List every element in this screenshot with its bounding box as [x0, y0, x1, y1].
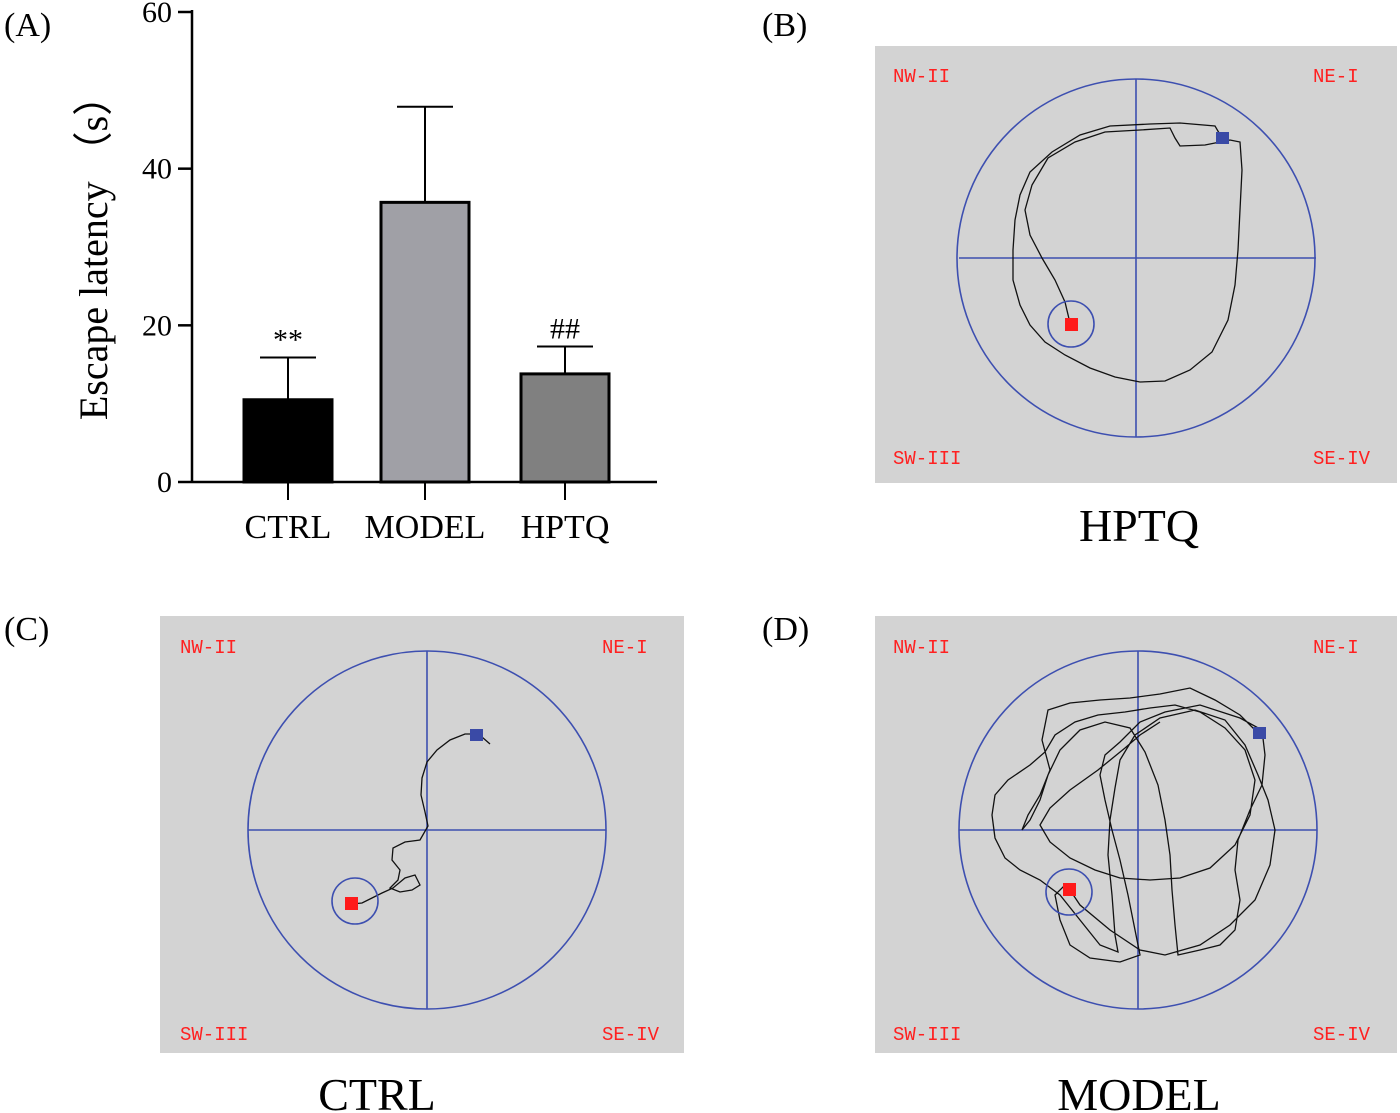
swim-path — [991, 687, 1276, 963]
x-tick-label-model: MODEL — [365, 509, 486, 546]
y-tick-label: 60 — [142, 0, 172, 29]
quadrant-se-label: SE-IV — [1313, 448, 1371, 470]
start-marker — [1216, 132, 1229, 144]
platform-circle — [331, 877, 379, 925]
swim-path — [351, 733, 491, 905]
bar-ctrl — [242, 398, 334, 484]
caption-model: MODEL — [1057, 1069, 1221, 1113]
panel-a-letter: (A) — [4, 7, 51, 44]
start-marker — [470, 729, 483, 741]
panel-b-letter: (B) — [762, 7, 807, 44]
platform-marker — [345, 897, 358, 910]
arena-model: NW-II NE-I SW-III SE-IV — [875, 616, 1397, 1053]
quadrant-ne-label: NE-I — [1313, 66, 1359, 88]
quadrant-se-label: SE-IV — [1313, 1024, 1371, 1046]
panel-c-letter: (C) — [4, 611, 49, 648]
bar-chart: Escape latency （s） ** ## CTRL MODEL HPTQ 0 20… — [71, 0, 657, 546]
quadrant-ne-label: NE-I — [602, 637, 648, 659]
quadrant-nw-label: NW-II — [180, 637, 237, 659]
y-axis-label: Escape latency （s） — [71, 76, 116, 420]
y-tick-label: 20 — [142, 309, 172, 342]
quadrant-sw-label: SW-III — [180, 1024, 248, 1046]
y-tick-label: 40 — [142, 153, 172, 186]
quadrant-se-label: SE-IV — [602, 1024, 660, 1046]
significance-ctrl: ** — [273, 323, 303, 356]
platform-marker — [1065, 318, 1078, 331]
y-tick-label: 0 — [157, 466, 172, 499]
platform-circle — [1045, 868, 1093, 916]
swim-path — [1012, 122, 1243, 383]
x-tick-label-hptq: HPTQ — [521, 509, 610, 546]
platform-marker — [1063, 883, 1076, 896]
bar-model — [379, 200, 471, 484]
x-tick-label-ctrl: CTRL — [245, 509, 332, 546]
quadrant-nw-label: NW-II — [893, 66, 950, 88]
arena-hptq: NW-II NE-I SW-III SE-IV — [875, 46, 1397, 483]
significance-hptq: ## — [550, 312, 580, 345]
bar-hptq — [519, 372, 611, 484]
panel-d-letter: (D) — [762, 611, 809, 648]
start-marker — [1253, 727, 1266, 739]
caption-ctrl: CTRL — [318, 1069, 436, 1113]
bars: ** ## — [242, 105, 611, 484]
quadrant-sw-label: SW-III — [893, 1024, 961, 1046]
quadrant-ne-label: NE-I — [1313, 637, 1359, 659]
axes: CTRL MODEL HPTQ 0 20 40 60 — [142, 0, 657, 546]
quadrant-sw-label: SW-III — [893, 448, 961, 470]
quadrant-nw-label: NW-II — [893, 637, 950, 659]
arena-ctrl: NW-II NE-I SW-III SE-IV — [160, 616, 684, 1053]
arena-background — [875, 616, 1397, 1053]
platform-circle — [1047, 300, 1095, 348]
caption-hptq: HPTQ — [1079, 500, 1199, 551]
